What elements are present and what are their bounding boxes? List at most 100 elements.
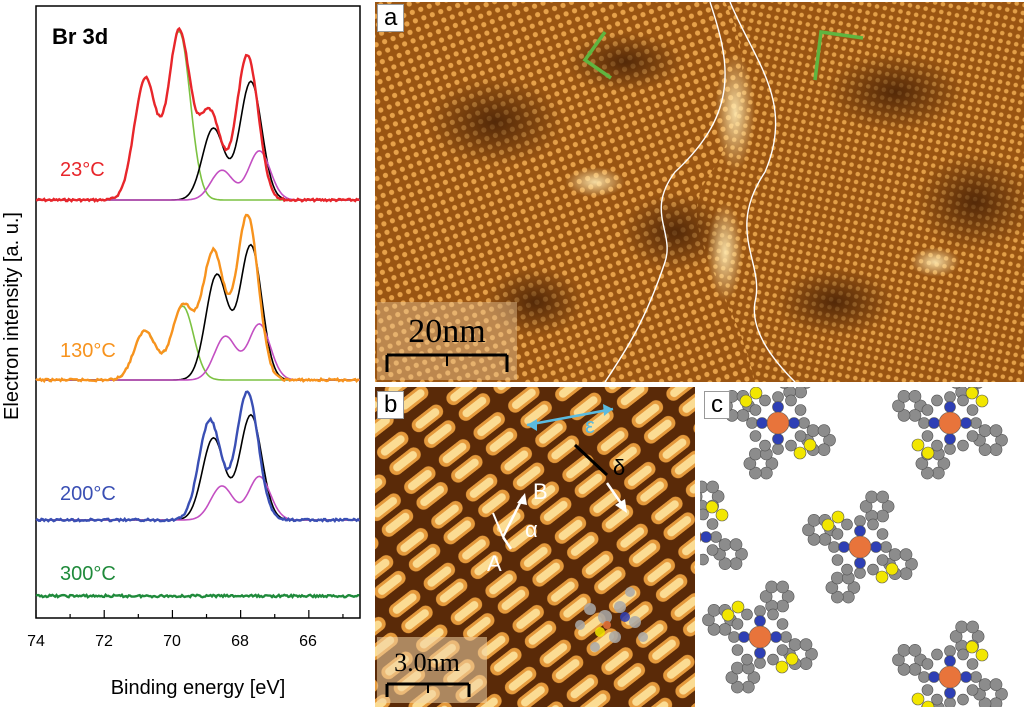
carbon-atom [772,443,784,455]
bromine-atom [975,394,989,408]
carbon-atom [741,653,753,666]
molecular-model-c [700,387,1024,707]
carbon-atom [807,533,821,546]
carbon-atom [931,648,943,661]
carbon-atom [957,693,969,706]
carbon-atom [881,500,895,513]
carbon-atom [765,580,778,594]
carbon-atom [921,658,934,670]
carbon-atom [706,544,719,556]
carbon-atom [831,571,844,585]
xps-component-low [36,80,360,201]
carbon-atom [710,531,722,543]
stm-image-a: 20nm [375,2,1024,382]
carbon-atom [776,644,789,656]
carbon-atom [718,623,732,636]
domain-boundary-left [604,2,726,382]
xps-tick-74: 74 [27,633,45,650]
nitrogen-atom [928,671,940,683]
metal-atom [848,535,872,559]
scale-label-b: 3.0nm [394,648,460,677]
bromine-atom [911,692,925,706]
bromine-atom [785,652,799,666]
bromine-atom [885,562,899,576]
stm-image-b: A B α ε δ 3.0nm [375,387,695,707]
carbon-atom [921,466,934,480]
bromine-atom [775,660,789,674]
carbon-atom [817,443,831,456]
carbon-atom [759,590,773,603]
xps-series-3 [35,390,361,524]
bromine-atom [965,387,979,400]
xps-tick-70: 70 [163,633,181,650]
bromine-atom [965,640,979,654]
label-epsilon: ε [585,413,595,438]
carbon-atom [718,538,732,551]
nitrogen-atom [854,525,866,537]
bromine-atom [731,600,745,614]
panel-tag-a: a [377,4,405,32]
carbon-atom [718,557,732,570]
carbon-atom [706,518,719,530]
nitrogen-atom [754,615,766,627]
scale-bar-backdrop-a [377,302,517,380]
carbon-atom [970,671,982,683]
bromine-atom [705,500,719,514]
carbon-atom [908,644,922,657]
lattice-marker-right [813,30,864,81]
nitrogen-atom [838,541,850,553]
carbon-atom [823,433,836,447]
carbon-atom [828,541,840,553]
delta-arrowhead [615,499,627,513]
carbon-atom [876,509,889,523]
nitrogen-atom [772,433,784,445]
bromine-atom [721,608,735,622]
carbon-atom [729,538,743,551]
carbon-atom [831,528,844,540]
carbon-atom [767,608,779,621]
xps-tick-72: 72 [95,633,113,650]
carbon-atom [876,554,889,566]
epsilon-arrowhead-right [603,404,613,416]
bromine-atom [921,446,935,460]
carbon-atom [966,658,979,670]
carbon-atom [707,623,721,636]
carbon-atom [897,663,911,676]
carbon-atom [876,490,889,504]
carbon-atom [831,590,844,604]
xps-title: Br 3d [52,24,108,49]
a-arrow [501,536,513,550]
carbon-atom [765,457,779,470]
carbon-atom [989,697,1003,707]
nitrogen-atom [772,401,784,413]
carbon-atom [989,443,1003,456]
xps-ticks [35,610,344,618]
carbon-atom [957,394,969,407]
carbon-atom [918,671,930,683]
carbon-atom [888,548,902,561]
carbon-atom [955,620,968,634]
bromine-atom [739,394,753,408]
carbon-atom [785,394,797,407]
carbon-atom [711,490,725,503]
label-A: A [487,551,502,576]
carbon-atom [971,630,985,643]
domain-boundary-right [729,2,796,382]
carbon-atom [776,599,789,613]
nitrogen-atom [944,401,956,413]
carbon-atom [700,508,709,521]
carbon-atom [794,404,807,416]
panel-tag-c: c [704,391,730,419]
epsilon-arrowhead-left [527,419,537,431]
carbon-atom [932,466,945,480]
carbon-atom [937,457,951,470]
carbon-atom [735,547,748,561]
temp-label-23: 23°C [60,159,105,181]
carbon-atom [867,563,879,576]
carbon-atom [921,684,934,696]
metal-atom [748,625,772,649]
bromine-atom [803,438,817,452]
carbon-atom [880,541,892,553]
carbon-atom [899,548,913,561]
xps-series-2 [35,213,360,384]
